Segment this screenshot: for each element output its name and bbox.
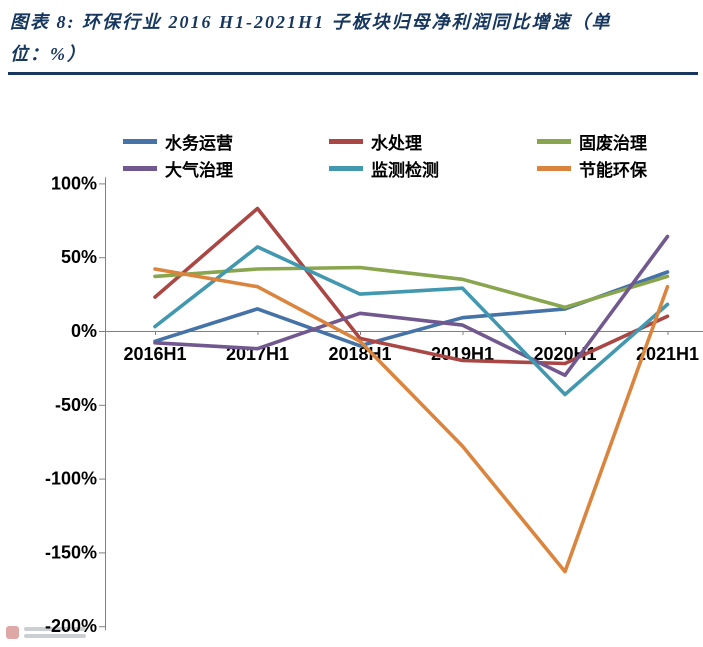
- watermark-text-blur: [24, 624, 86, 641]
- legend-item: 大气治理: [123, 158, 329, 180]
- legend-marker: [537, 165, 571, 171]
- chart-legend: 水务运营 水处理 固废治理 大气治理 监测检测 节能环保: [123, 131, 703, 180]
- y-tick-label: 0%: [71, 321, 97, 341]
- series-line-5: [153, 267, 670, 574]
- watermark-icon: [6, 626, 19, 639]
- x-tick-label: 2019H1: [431, 344, 494, 364]
- watermark-logo: [6, 624, 86, 641]
- legend-label: 监测检测: [371, 160, 439, 180]
- figure-title-line2: 位：%）: [10, 44, 87, 64]
- series-line-4: [153, 245, 670, 397]
- series-line-1: [153, 206, 670, 366]
- legend-label: 大气治理: [165, 160, 233, 180]
- title-divider: [8, 72, 698, 75]
- x-tick-label: 2016H1: [123, 344, 186, 364]
- y-tick-label: -200%: [45, 616, 97, 636]
- y-tick-label: -150%: [45, 542, 97, 562]
- x-tick-label: 2021H1: [636, 344, 699, 364]
- legend-marker: [537, 138, 571, 144]
- y-tick-label: -100%: [45, 469, 97, 489]
- figure-title-line1: 图表 8: 环保行业 2016 H1-2021H1 子板块归母净利润同比增速（单: [10, 12, 612, 32]
- legend-label: 节能环保: [579, 160, 647, 180]
- y-tick-label: -50%: [55, 395, 97, 415]
- series-line-2: [153, 265, 670, 310]
- legend-marker: [123, 138, 157, 144]
- legend-marker: [329, 138, 363, 144]
- legend-marker: [329, 165, 363, 171]
- legend-item: 节能环保: [537, 158, 703, 180]
- legend-item: 水处理: [329, 131, 537, 153]
- y-tick-label: 50%: [61, 247, 97, 267]
- legend-item: 水务运营: [123, 131, 329, 153]
- legend-label: 固废治理: [579, 133, 647, 153]
- legend-marker: [123, 165, 157, 171]
- y-tick-label: 100%: [51, 173, 97, 193]
- series-line-3: [153, 234, 670, 378]
- x-tick-label: 2020H1: [533, 344, 596, 364]
- figure-title: 图表 8: 环保行业 2016 H1-2021H1 子板块归母净利润同比增速（单…: [10, 6, 698, 70]
- legend-item: 固废治理: [537, 131, 703, 153]
- legend-label: 水务运营: [165, 133, 233, 153]
- legend-label: 水处理: [371, 133, 422, 153]
- legend-item: 监测检测: [329, 158, 537, 180]
